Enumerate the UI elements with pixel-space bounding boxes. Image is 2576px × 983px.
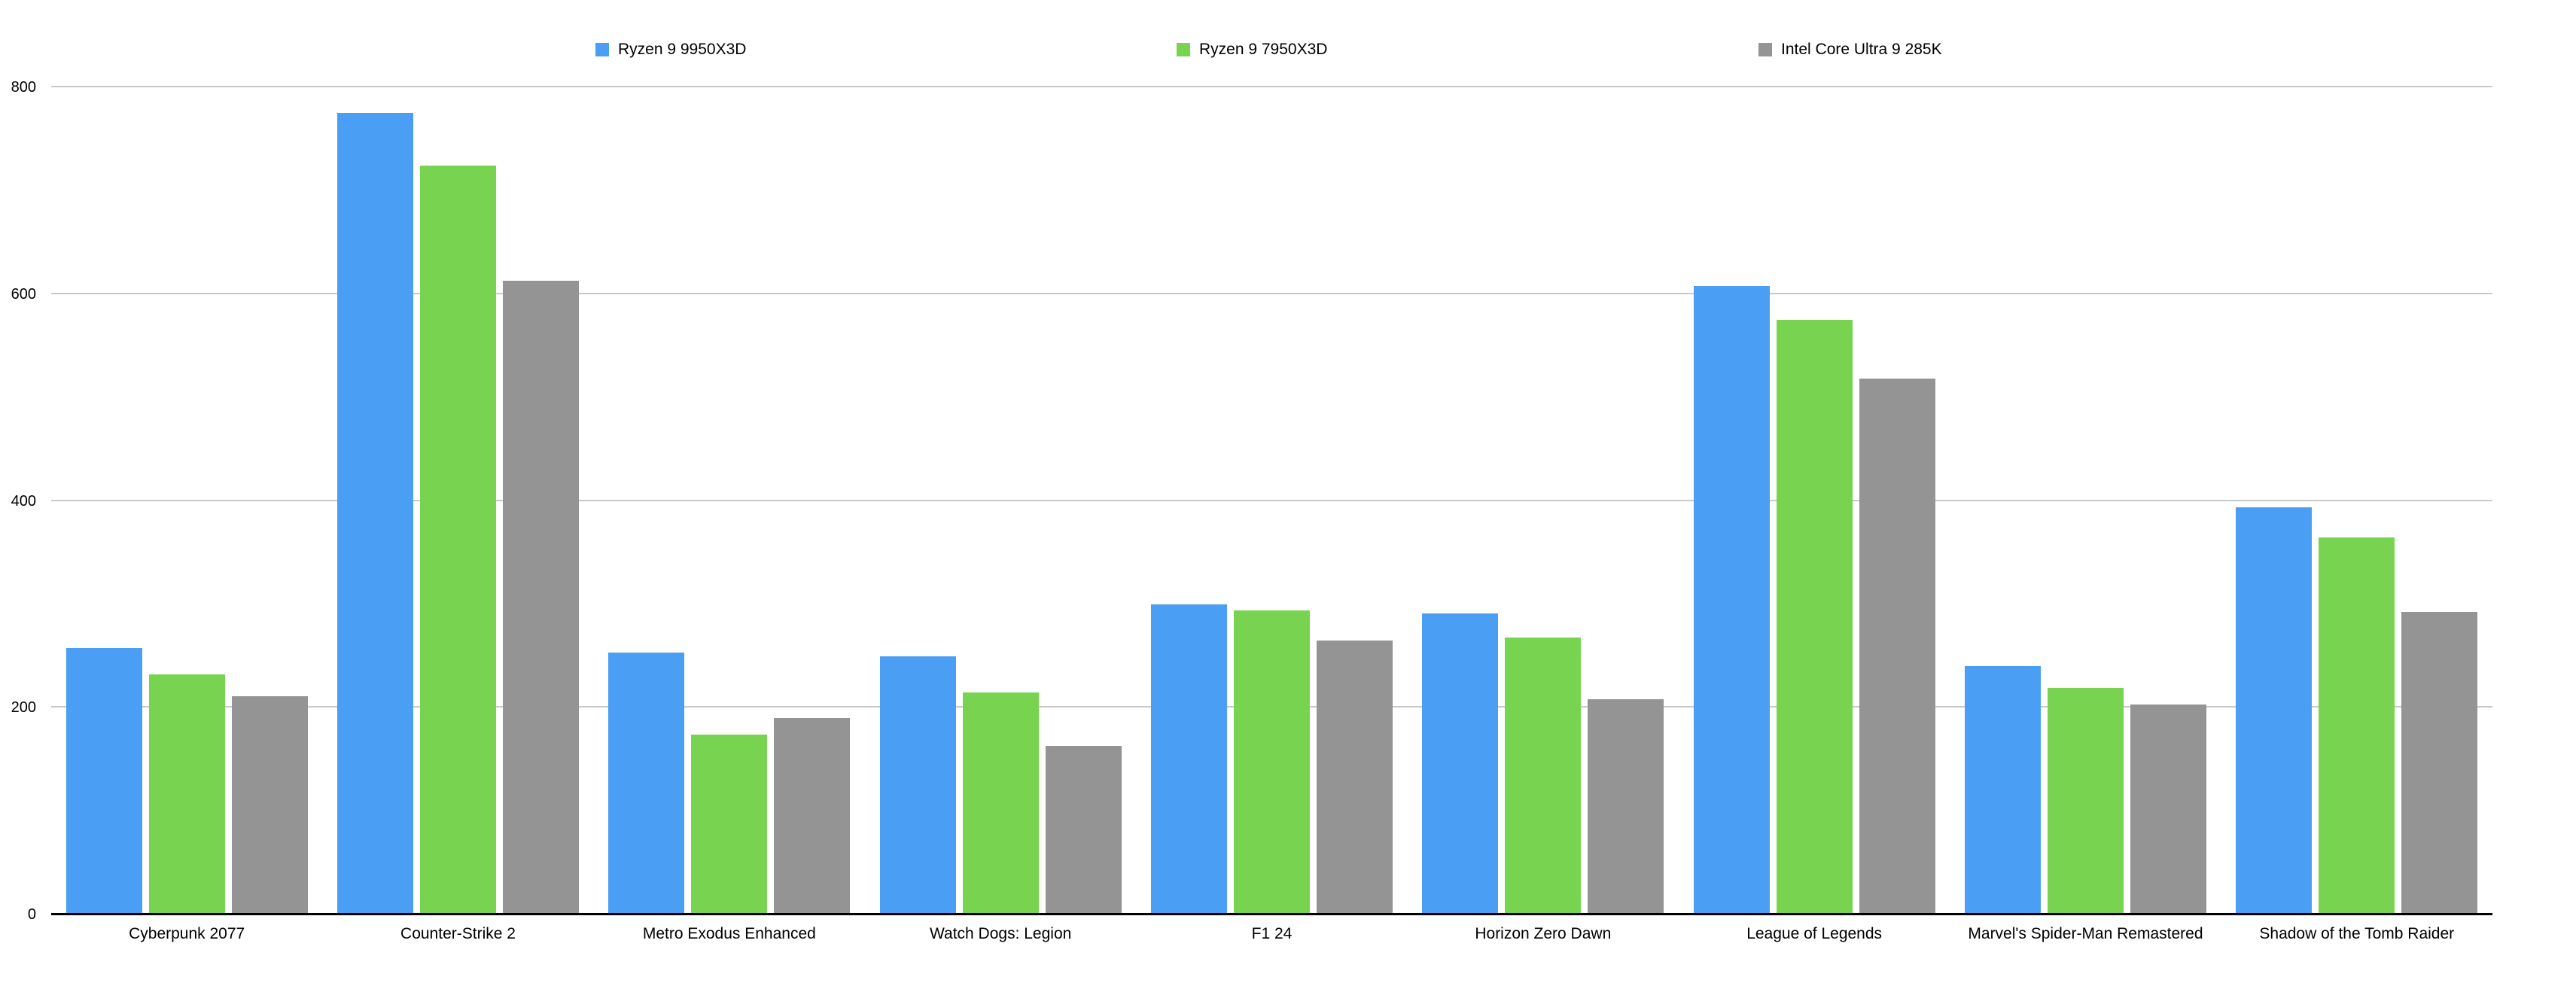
bar <box>419 166 496 915</box>
bar <box>1776 320 1853 915</box>
gridline <box>51 292 2492 294</box>
bar <box>2401 611 2478 915</box>
x-axis-label: F1 24 <box>1251 925 1293 942</box>
y-axis-tick-label: 800 <box>11 79 36 96</box>
x-axis-label: Horizon Zero Dawn <box>1475 925 1612 942</box>
bar-group <box>594 87 865 915</box>
bar-group <box>322 87 593 915</box>
legend-label: Ryzen 9 9950X3D <box>618 41 747 58</box>
bar-group <box>1408 87 1679 915</box>
legend-item: Ryzen 9 9950X3D <box>595 41 746 58</box>
bar <box>1233 610 1310 915</box>
bar <box>1964 666 2041 915</box>
x-axis-label: Shadow of the Tomb Raider <box>2259 925 2455 942</box>
bar <box>962 692 1039 915</box>
bar <box>774 718 851 915</box>
y-axis-tick-label: 200 <box>11 699 36 717</box>
x-axis-label: Marvel's Spider-Man Remastered <box>1968 925 2203 942</box>
bar <box>2319 537 2395 915</box>
bar <box>1422 613 1499 915</box>
bar <box>148 674 225 915</box>
bar <box>2130 705 2206 915</box>
x-axis-label: Metro Exodus Enhanced <box>642 925 816 942</box>
bar-group <box>51 87 322 915</box>
bar-group <box>1136 87 1407 915</box>
x-axis-label: Watch Dogs: Legion <box>929 925 1072 942</box>
gridline <box>51 86 2492 87</box>
y-axis-tick-label: 600 <box>11 285 36 303</box>
bar <box>1859 379 1935 915</box>
bar-group <box>1679 87 1950 915</box>
bar <box>691 734 768 915</box>
bar <box>608 653 685 915</box>
bar <box>1693 285 1770 915</box>
bar <box>65 647 142 915</box>
x-axis-labels: Cyberpunk 2077 Counter-Strike 2 Metro Exod… <box>51 925 2492 943</box>
bar-group <box>865 87 1136 915</box>
legend-label: Intel Core Ultra 9 285K <box>1781 41 1942 58</box>
legend-swatch-icon <box>595 43 609 56</box>
bar <box>336 113 413 915</box>
bar-group <box>1950 87 2221 915</box>
gridline <box>51 499 2492 501</box>
y-axis-tick-label: 0 <box>27 906 36 923</box>
bar <box>1316 640 1393 915</box>
x-axis-line <box>51 913 2492 915</box>
bar <box>1150 604 1227 915</box>
legend-item: Ryzen 9 7950X3D <box>1177 41 1327 58</box>
bar <box>1505 637 1582 915</box>
legend-swatch-icon <box>1177 43 1190 56</box>
x-axis-label: Cyberpunk 2077 <box>129 925 245 942</box>
legend-item: Intel Core Ultra 9 285K <box>1758 41 1942 58</box>
plot-area <box>51 86 2492 915</box>
bar <box>502 280 579 915</box>
legend-label: Ryzen 9 7950X3D <box>1199 41 1328 58</box>
y-axis-tick-label: 400 <box>11 492 36 510</box>
legend: Ryzen 9 9950X3D Ryzen 9 7950X3D Intel Core… <box>0 0 2576 68</box>
legend-swatch-icon <box>1758 43 1772 56</box>
bar <box>1045 746 1122 915</box>
x-axis-label: League of Legends <box>1746 925 1883 942</box>
bar-groups <box>51 87 2492 915</box>
bar <box>231 696 308 915</box>
bar <box>1588 699 1664 915</box>
bar <box>2047 688 2124 915</box>
bar <box>879 656 956 915</box>
bar <box>2236 507 2313 915</box>
x-axis-label: Counter-Strike 2 <box>400 925 516 942</box>
bar-group <box>2221 87 2492 915</box>
